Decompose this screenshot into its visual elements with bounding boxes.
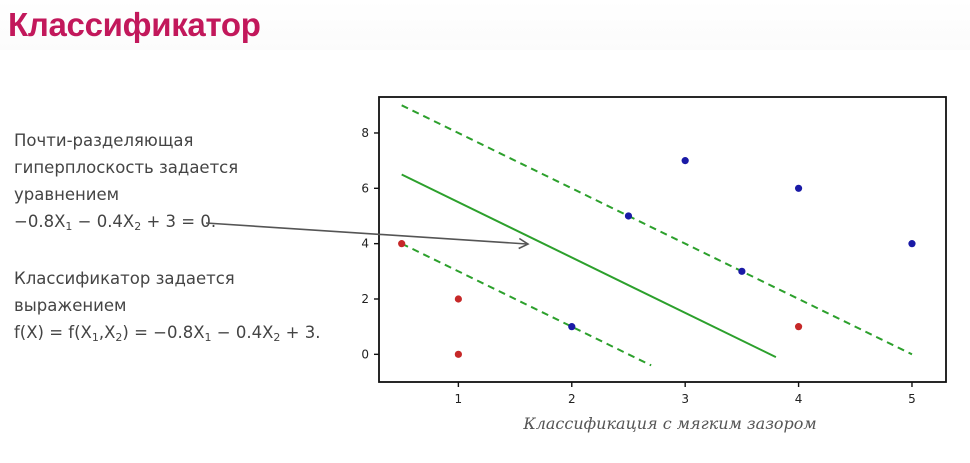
y-tick-label: 8 [361,126,369,140]
y-tick-label: 0 [361,347,369,361]
x-tick-label: 2 [568,392,576,406]
page-title: Классификатор [8,6,261,43]
text-line: Классификатор задается [14,269,235,288]
y-tick-label: 2 [361,292,369,306]
red-point [398,240,406,248]
text-line: уравнением [14,185,120,204]
header-band [0,0,970,50]
red-point [454,295,462,303]
blue-point [908,240,916,248]
x-tick-label: 4 [795,392,803,406]
margin-lower-line [401,242,652,367]
x-tick-label: 1 [455,392,463,406]
blue-point [738,267,746,275]
text-line: гиперплоскость задается [14,158,239,177]
hyperplane-equation: −0.8X1 − 0.4X2 + 3 = 0. [14,212,217,233]
text-line: Почти-разделяющая [14,131,194,150]
classifier-description: Классификатор задается выражением f(X) =… [14,265,320,346]
y-tick-label: 4 [361,237,369,251]
blue-point [624,212,633,220]
hyperplane-line [401,173,777,358]
x-tick-label: 5 [908,392,916,406]
y-tick-label: 6 [361,181,369,195]
plot-frame [378,96,947,383]
red-point [454,350,462,358]
blue-point [681,157,689,165]
hyperplane-description: Почти-разделяющая гиперплоскость задаетс… [14,127,238,235]
x-tick-label: 3 [681,392,689,406]
text-line: выражением [14,296,127,315]
margin-upper-line [401,104,913,356]
x-axis-label: Классификация с мягким зазором [522,414,816,433]
annotation-arrow [205,222,530,250]
classifier-equation: f(X) = f(X1,X2) = −0.8X1 − 0.4X2 + 3. [14,323,321,344]
blue-point [568,323,576,331]
blue-point [794,184,803,192]
red-point [794,323,803,331]
